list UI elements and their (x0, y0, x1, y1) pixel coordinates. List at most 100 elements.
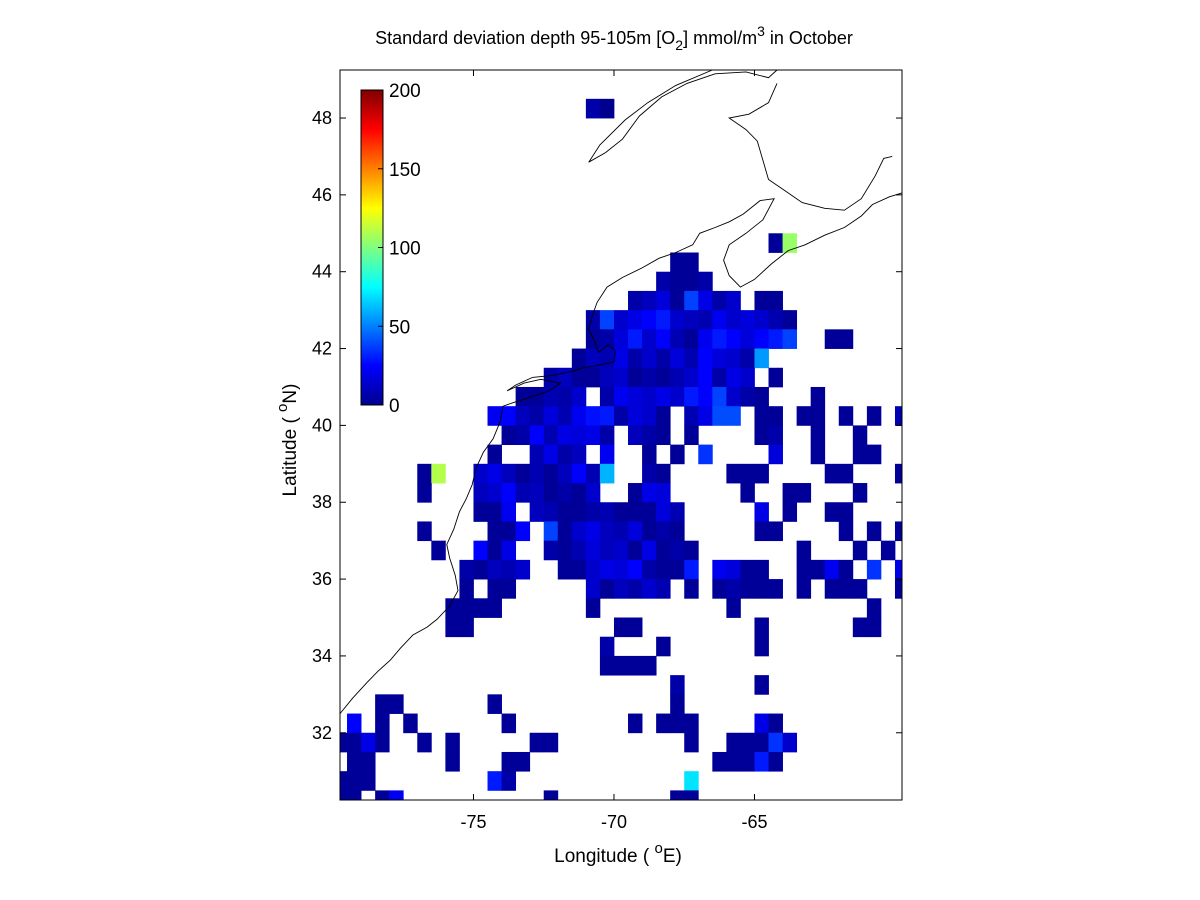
data-cell (670, 790, 685, 801)
x-axis-ticks: -75 -70 -65 (460, 70, 767, 832)
data-cell (571, 463, 587, 484)
data-cell (642, 444, 657, 465)
data-cell (543, 406, 559, 426)
axes-frame (339, 69, 903, 801)
data-cell (656, 386, 671, 407)
x-tick-label: -75 (460, 812, 486, 832)
data-cell (487, 463, 502, 484)
data-cell (754, 406, 769, 426)
data-cell (684, 329, 699, 349)
data-cell (628, 655, 643, 676)
data-cell (431, 540, 446, 561)
data-cell (754, 675, 769, 695)
data-cell (880, 540, 896, 561)
chart-title-sub: 2 (675, 37, 683, 53)
data-cell (501, 502, 517, 522)
y-tick-label: 38 (312, 492, 332, 512)
data-cell (684, 579, 699, 599)
data-cell (529, 406, 545, 426)
data-cell (642, 329, 657, 349)
data-cell (487, 579, 502, 599)
data-cell (712, 367, 727, 388)
data-cell (529, 444, 545, 465)
data-cell (698, 444, 713, 465)
data-cell (824, 579, 840, 599)
data-cell (501, 483, 517, 503)
data-cell (894, 406, 903, 426)
data-cell (613, 540, 629, 561)
data-cell (768, 425, 783, 445)
data-cell (585, 367, 601, 388)
data-cell (726, 348, 741, 369)
data-cell (684, 771, 699, 791)
data-cell (599, 521, 615, 542)
data-cell (698, 310, 713, 330)
data-cell (670, 367, 685, 388)
data-cell (698, 386, 713, 407)
data-cell (571, 540, 587, 561)
data-cell (571, 521, 587, 542)
data-cell (782, 483, 798, 503)
data-cell (684, 559, 699, 580)
data-cell (642, 483, 657, 503)
data-cell (894, 463, 903, 484)
data-cell (459, 579, 474, 599)
data-cell (712, 751, 727, 772)
data-cell (347, 790, 362, 801)
data-cell (698, 367, 713, 388)
data-cell (684, 425, 699, 445)
data-cell (557, 502, 573, 522)
data-cell (543, 521, 559, 542)
data-cell (487, 771, 502, 791)
data-cell (754, 636, 769, 657)
colorbar: 0 50 100 150 200 (360, 81, 421, 417)
data-cell (656, 406, 671, 426)
data-cell (740, 732, 755, 753)
data-cell (599, 559, 615, 580)
data-cell (642, 559, 657, 580)
data-cell (459, 559, 474, 580)
data-cell (487, 444, 502, 465)
data-cell (642, 310, 657, 330)
data-cell (585, 559, 601, 580)
data-cell (487, 502, 502, 522)
data-cell (838, 502, 854, 522)
data-cell (459, 617, 474, 638)
data-cell (754, 617, 769, 638)
data-cell (894, 579, 903, 599)
data-cell (740, 367, 755, 388)
data-cell (712, 406, 727, 426)
data-cell (642, 579, 657, 599)
data-cell (642, 502, 657, 522)
data-cell (768, 406, 783, 426)
data-cell (515, 559, 531, 580)
chart-title: Standard deviation depth 95-105m [O2] mm… (375, 23, 853, 53)
y-tick-label: 42 (312, 339, 332, 359)
data-cell (642, 521, 657, 542)
data-cell (599, 367, 615, 388)
data-cell (768, 310, 783, 330)
data-cell (782, 329, 798, 349)
y-tick-label: 32 (312, 723, 332, 743)
data-cell (501, 521, 517, 542)
data-cell (613, 579, 629, 599)
data-cell (543, 540, 559, 561)
data-cell (445, 751, 460, 772)
data-cell (529, 502, 545, 522)
data-cell (852, 425, 868, 445)
data-cell (628, 483, 643, 503)
y-tick-label: 34 (312, 646, 332, 666)
data-cell (754, 579, 769, 599)
data-cell (740, 329, 755, 349)
data-cell (838, 559, 854, 580)
data-cell (740, 463, 755, 484)
coastline-st-lawrence (588, 69, 778, 163)
data-cell (740, 348, 755, 369)
data-cell (613, 310, 629, 330)
y-tick-label: 48 (312, 108, 332, 128)
data-cell (557, 559, 573, 580)
data-cell (866, 406, 882, 426)
data-cell (796, 540, 812, 561)
data-cell (768, 751, 783, 772)
